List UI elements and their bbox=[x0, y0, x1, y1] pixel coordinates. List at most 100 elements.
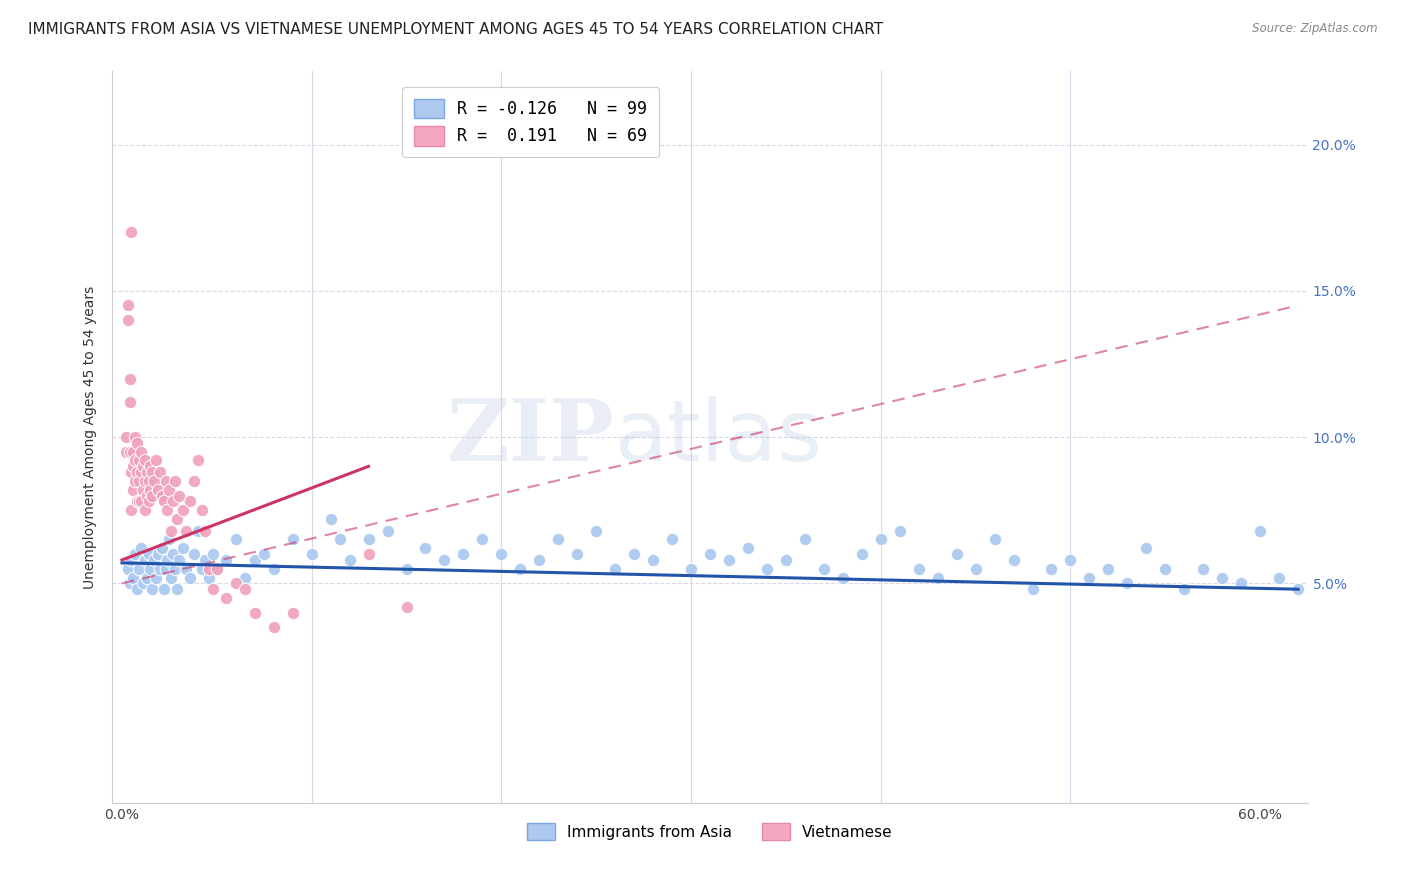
Point bbox=[139, 483, 162, 497]
Point bbox=[329, 533, 352, 547]
Point bbox=[183, 547, 205, 561]
Point bbox=[145, 570, 167, 584]
Point bbox=[509, 562, 531, 576]
Point bbox=[190, 503, 212, 517]
Point bbox=[143, 553, 166, 567]
Point bbox=[1116, 576, 1139, 591]
Point bbox=[145, 453, 167, 467]
Point bbox=[187, 453, 209, 467]
Point bbox=[172, 541, 194, 556]
Point bbox=[120, 503, 142, 517]
Point bbox=[1135, 541, 1157, 556]
Point bbox=[132, 576, 155, 591]
Point bbox=[157, 533, 180, 547]
Point bbox=[233, 582, 256, 597]
Point bbox=[120, 225, 142, 239]
Text: Source: ZipAtlas.com: Source: ZipAtlas.com bbox=[1253, 22, 1378, 36]
Point bbox=[152, 582, 174, 597]
Point bbox=[395, 599, 418, 614]
Point bbox=[1002, 553, 1025, 567]
Point bbox=[755, 562, 778, 576]
Point bbox=[162, 494, 184, 508]
Point bbox=[215, 553, 238, 567]
Point bbox=[1078, 570, 1101, 584]
Point bbox=[927, 570, 949, 584]
Point bbox=[529, 553, 551, 567]
Point bbox=[471, 533, 494, 547]
Point bbox=[585, 524, 607, 538]
Point bbox=[1268, 570, 1291, 584]
Point bbox=[166, 512, 188, 526]
Point bbox=[945, 547, 967, 561]
Point bbox=[118, 395, 141, 409]
Point bbox=[681, 562, 703, 576]
Point bbox=[129, 541, 152, 556]
Point bbox=[491, 547, 513, 561]
Point bbox=[225, 533, 247, 547]
Text: atlas: atlas bbox=[614, 395, 823, 479]
Point bbox=[129, 444, 152, 458]
Point bbox=[134, 474, 156, 488]
Point bbox=[339, 553, 361, 567]
Point bbox=[150, 541, 173, 556]
Point bbox=[198, 562, 221, 576]
Point bbox=[183, 474, 205, 488]
Point bbox=[138, 547, 160, 561]
Point bbox=[717, 553, 740, 567]
Point bbox=[141, 465, 163, 479]
Point bbox=[233, 570, 256, 584]
Point bbox=[198, 570, 221, 584]
Point bbox=[138, 474, 160, 488]
Point bbox=[135, 489, 157, 503]
Point bbox=[643, 553, 665, 567]
Point bbox=[166, 582, 188, 597]
Point bbox=[160, 524, 183, 538]
Point bbox=[605, 562, 627, 576]
Point bbox=[114, 430, 136, 444]
Point bbox=[699, 547, 721, 561]
Point bbox=[263, 620, 285, 634]
Point bbox=[128, 474, 150, 488]
Text: IMMIGRANTS FROM ASIA VS VIETNAMESE UNEMPLOYMENT AMONG AGES 45 TO 54 YEARS CORREL: IMMIGRANTS FROM ASIA VS VIETNAMESE UNEMP… bbox=[28, 22, 883, 37]
Point bbox=[127, 436, 149, 450]
Point bbox=[215, 591, 238, 605]
Point bbox=[120, 553, 142, 567]
Point bbox=[357, 533, 380, 547]
Point bbox=[1154, 562, 1177, 576]
Point bbox=[176, 562, 198, 576]
Point bbox=[243, 606, 266, 620]
Point bbox=[124, 453, 146, 467]
Point bbox=[134, 553, 156, 567]
Point bbox=[1249, 524, 1271, 538]
Point bbox=[1097, 562, 1119, 576]
Point bbox=[415, 541, 437, 556]
Point bbox=[162, 547, 184, 561]
Point bbox=[319, 512, 342, 526]
Point bbox=[253, 547, 276, 561]
Point bbox=[172, 503, 194, 517]
Point bbox=[1286, 582, 1309, 597]
Point bbox=[139, 459, 162, 474]
Point bbox=[167, 489, 190, 503]
Point bbox=[124, 474, 146, 488]
Point bbox=[132, 483, 155, 497]
Point bbox=[453, 547, 475, 561]
Text: ZIP: ZIP bbox=[447, 395, 614, 479]
Point bbox=[737, 541, 759, 556]
Point bbox=[1211, 570, 1233, 584]
Point bbox=[965, 562, 987, 576]
Point bbox=[377, 524, 399, 538]
Point bbox=[150, 489, 173, 503]
Point bbox=[129, 494, 152, 508]
Point bbox=[225, 576, 247, 591]
Point bbox=[118, 371, 141, 385]
Point bbox=[156, 503, 179, 517]
Point bbox=[205, 562, 228, 576]
Point bbox=[889, 524, 911, 538]
Point bbox=[138, 494, 160, 508]
Point bbox=[1059, 553, 1081, 567]
Point bbox=[281, 606, 304, 620]
Point bbox=[813, 562, 835, 576]
Point bbox=[129, 465, 152, 479]
Point bbox=[117, 298, 139, 312]
